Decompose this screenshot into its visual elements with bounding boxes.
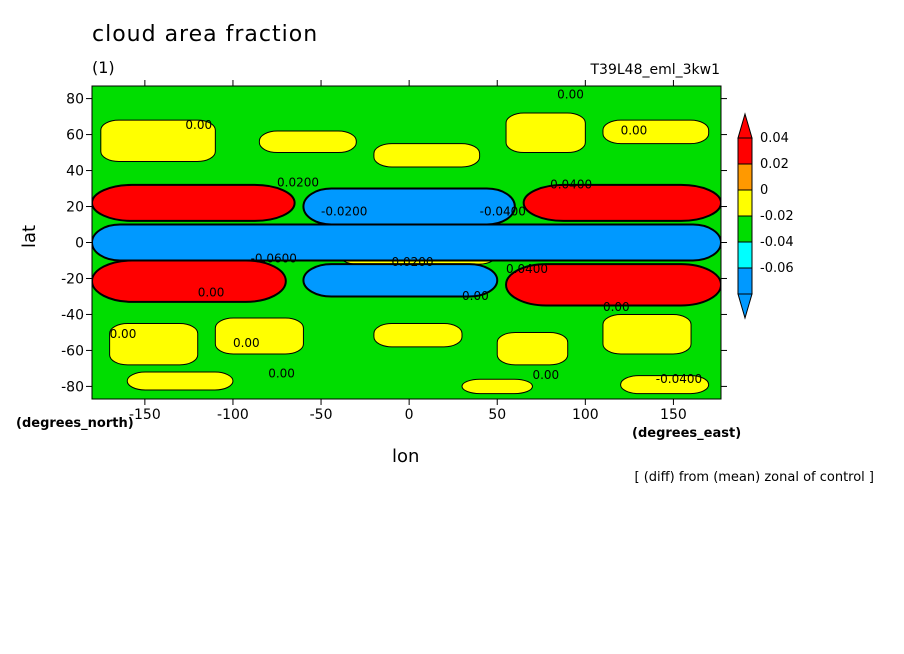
contour-region-yellow	[620, 375, 710, 395]
contour-label: 0.00	[603, 300, 630, 314]
contour-band	[92, 259, 287, 303]
plot-layer: 0.00 0.00 0.00 0.0200 0.0400 -0.0200 -0.0400 -0…	[92, 86, 721, 399]
contour-label: 0.00	[268, 366, 295, 380]
contour-label: -0.0400	[480, 205, 526, 219]
x-tick-label: 50	[488, 407, 506, 423]
contour-label: 0.00	[557, 88, 584, 102]
y-tick-label: -80	[61, 379, 84, 395]
contour-label: 0.00	[185, 118, 212, 132]
x-tick-label: 150	[660, 407, 687, 423]
contour-region-yellow	[100, 119, 216, 163]
colorbar-swatch	[737, 189, 753, 217]
colorbar-label: -0.06	[760, 261, 794, 276]
contour-band	[302, 263, 499, 298]
contour-region-yellow	[373, 143, 481, 168]
contour-region-yellow	[109, 322, 199, 366]
footnote: [ (diff) from (mean) zonal of control ]	[634, 470, 874, 485]
y-tick-label: 80	[66, 92, 84, 108]
x-axis-unit: (degrees_east)	[632, 426, 742, 441]
contour-region-yellow	[505, 112, 586, 154]
chart-title: cloud area fraction	[92, 22, 319, 47]
colorbar-top-arrow	[737, 112, 753, 139]
contour-label: 0.0400	[550, 178, 592, 192]
colorbar-swatch	[737, 163, 753, 191]
x-tick-label: 0	[405, 407, 414, 423]
contour-region-yellow	[258, 130, 357, 154]
y-tick-label: 60	[66, 128, 84, 144]
contour-region-yellow	[126, 371, 234, 391]
contour-label: 0.00	[462, 289, 489, 303]
x-axis-title: lon	[392, 446, 420, 467]
colorbar-label: -0.04	[760, 235, 794, 250]
colorbar-label: 0.04	[760, 131, 789, 146]
contour-band	[92, 183, 296, 222]
contour-label: 0.00	[198, 285, 225, 299]
contour-region-yellow	[214, 317, 304, 355]
colorbar-swatch	[737, 241, 753, 269]
contour-label: 0.0400	[506, 262, 548, 276]
contour-region-yellow	[373, 322, 463, 348]
run-id: T39L48_eml_3kw1	[590, 62, 721, 78]
contour-label: -0.0600	[251, 251, 297, 265]
x-tick-label: -50	[310, 407, 333, 423]
y-axis-unit: (degrees_north)	[16, 416, 134, 431]
y-tick-label: 40	[66, 164, 84, 180]
y-axis-title: lat	[19, 224, 41, 249]
colorbar-label: -0.02	[760, 209, 794, 224]
y-tick-label: -40	[61, 307, 84, 323]
contour-band	[302, 187, 516, 226]
contour-region-yellow	[602, 119, 710, 145]
contour-band	[522, 183, 721, 222]
contour-label: 0.00	[621, 124, 648, 138]
y-tick-label: -60	[61, 343, 84, 359]
contour-region-yellow	[461, 378, 533, 395]
colorbar-label: 0.02	[760, 157, 789, 172]
colorbar-swatch	[737, 215, 753, 243]
y-tick-label: -20	[61, 271, 84, 287]
x-tick-label: -150	[129, 407, 161, 423]
y-tick-label: 20	[66, 200, 84, 216]
contour-label: 0.00	[110, 327, 137, 341]
contour-label: 0.00	[532, 368, 559, 382]
y-tick-label: 0	[75, 236, 84, 252]
chart-subtitle: (1)	[92, 58, 115, 77]
x-tick-label: -100	[217, 407, 249, 423]
colorbar-swatch	[737, 137, 753, 165]
x-tick-label: 100	[572, 407, 599, 423]
contour-region-yellow	[602, 313, 692, 355]
contour-label: -0.0200	[321, 205, 367, 219]
colorbar-bottom-arrow	[737, 293, 753, 320]
contour-label: 0.0200	[277, 176, 319, 190]
contour-label: -0.0400	[656, 372, 702, 386]
colorbar-label: 0	[760, 183, 768, 198]
colorbar-swatch	[737, 267, 753, 295]
contour-label: 0.0200	[392, 255, 434, 269]
contour-region-yellow	[496, 331, 569, 366]
contour-label: 0.00	[233, 336, 260, 350]
